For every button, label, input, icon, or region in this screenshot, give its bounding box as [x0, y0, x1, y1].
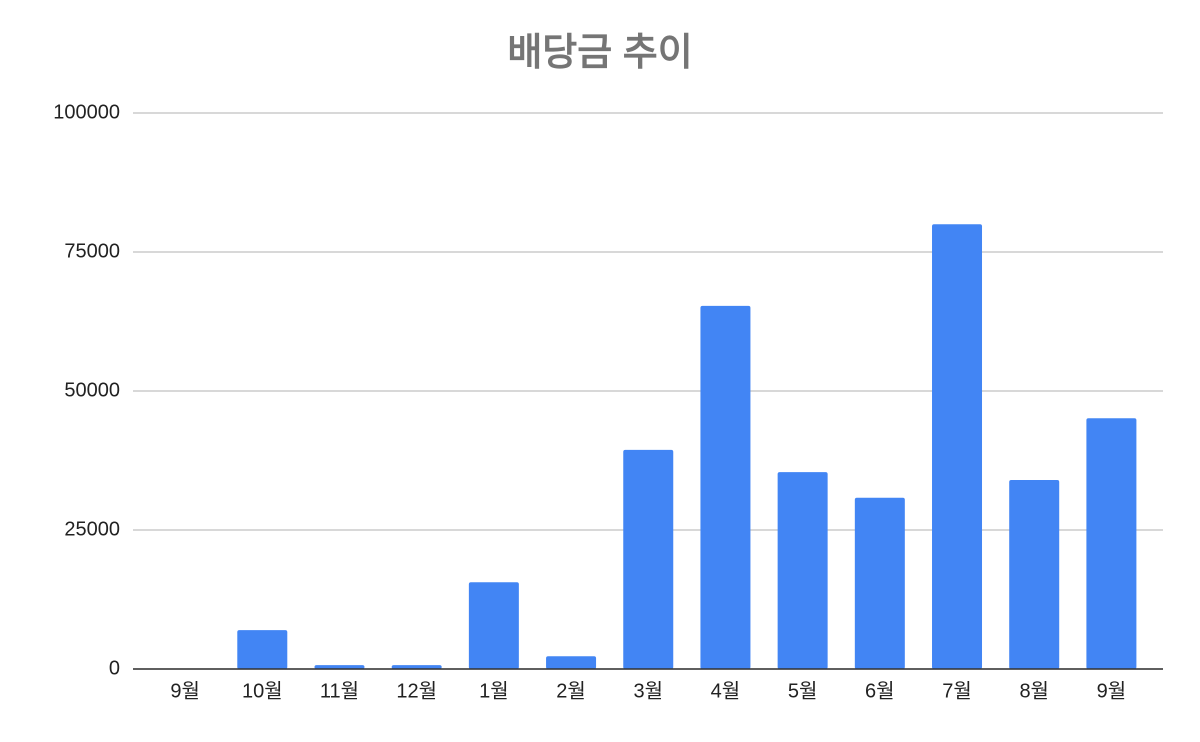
- x-tick-label: 5월: [788, 679, 818, 702]
- x-tick-label: 10월: [242, 679, 283, 702]
- y-tick-label: 25000: [64, 518, 120, 540]
- x-tick-label: 6월: [865, 679, 895, 702]
- bar: [932, 224, 983, 669]
- bar: [314, 665, 365, 669]
- x-tick-label: 1월: [479, 679, 509, 702]
- bar: [546, 656, 597, 669]
- x-tick-label: 9월: [1097, 679, 1127, 702]
- x-tick-label: 4월: [711, 679, 741, 702]
- x-tick-label: 2월: [556, 679, 586, 702]
- x-tick-label: 8월: [1019, 679, 1049, 702]
- x-tick-label: 7월: [942, 679, 972, 702]
- x-tick-label: 11월: [320, 679, 359, 702]
- x-tick-label: 3월: [633, 679, 663, 702]
- y-tick-label: 100000: [53, 101, 120, 123]
- bar: [623, 449, 674, 669]
- bar: [854, 497, 905, 669]
- bar: [777, 472, 828, 669]
- y-tick-label: 50000: [64, 379, 120, 401]
- bar: [1086, 418, 1137, 669]
- chart-title: 배당금 추이: [507, 32, 692, 74]
- x-tick-label: 9월: [170, 679, 200, 702]
- bar: [237, 630, 288, 669]
- x-tick-label: 12월: [396, 679, 437, 702]
- bar: [468, 582, 519, 669]
- bar: [1009, 479, 1060, 669]
- y-tick-label: 0: [109, 657, 120, 679]
- bar: [700, 305, 751, 669]
- y-tick-label: 75000: [64, 240, 120, 262]
- bar: [391, 665, 442, 669]
